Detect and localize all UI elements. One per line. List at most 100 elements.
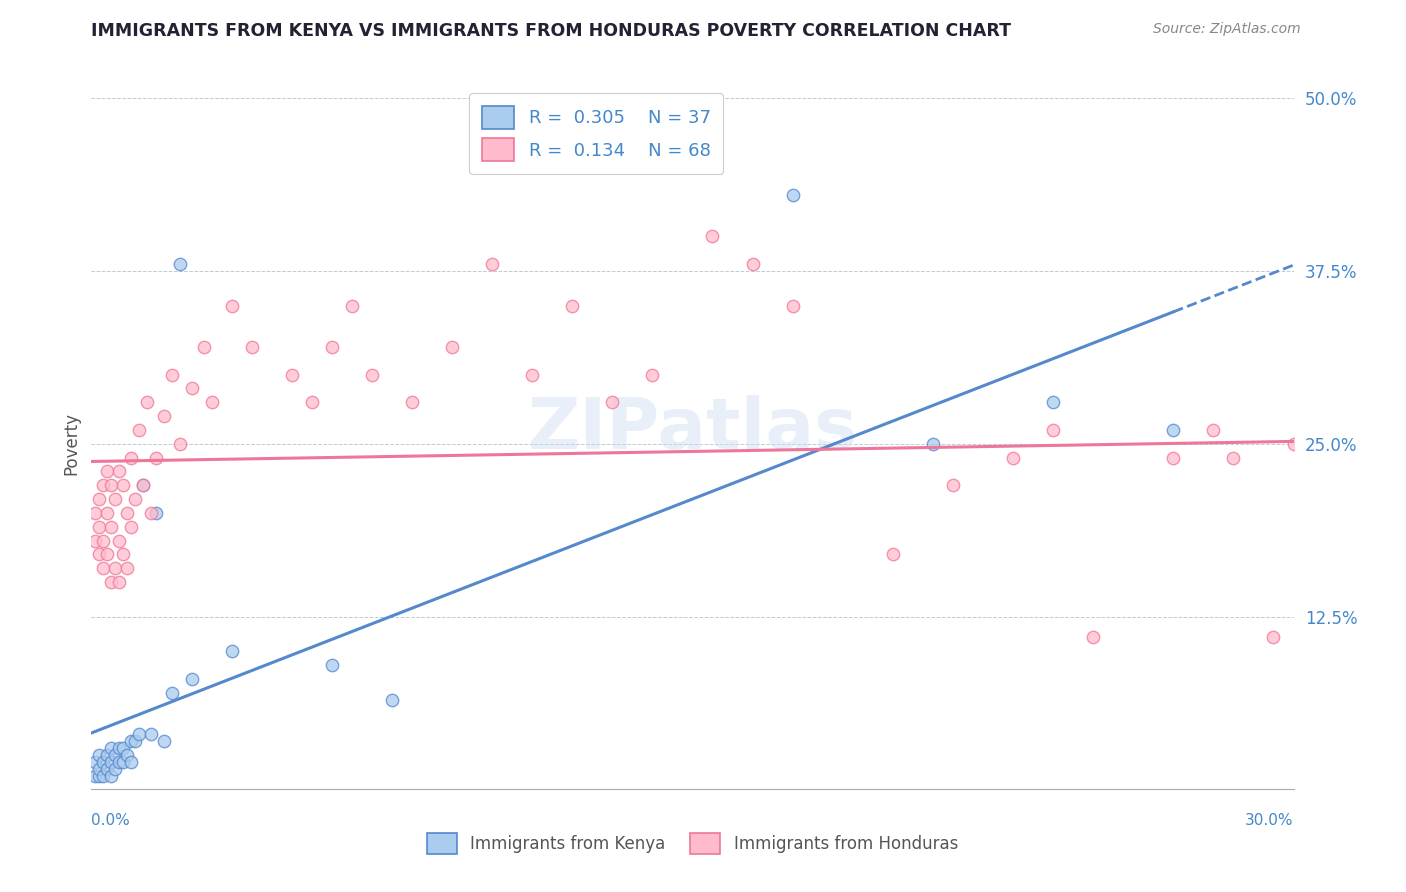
Point [108,533,131,548]
Legend: Immigrants from Kenya, Immigrants from Honduras: Immigrants from Kenya, Immigrants from H… [420,826,965,861]
Point [1083,630,1105,644]
Point [108,755,131,769]
Point [84,769,107,783]
Point [100,519,122,533]
Point [100,478,122,492]
Point [128,423,150,437]
Point [84,533,107,548]
Point [1362,437,1385,451]
Point [100,740,122,755]
Point [121,450,143,465]
Point [124,734,146,748]
Point [180,672,202,686]
Point [104,762,127,776]
Point [481,257,503,271]
Point [602,395,624,409]
Point [1042,395,1064,409]
Point [169,257,191,271]
Point [281,368,304,382]
Text: 0.0%: 0.0% [91,814,131,828]
Point [112,740,135,755]
Point [89,519,111,533]
Point [104,747,127,762]
Point [89,762,111,776]
Point [1163,450,1185,465]
Point [84,755,107,769]
Point [108,740,131,755]
Point [100,575,122,590]
Point [522,368,544,382]
Point [922,437,945,451]
Point [321,340,343,354]
Point [221,299,243,313]
Point [96,747,118,762]
Point [89,769,111,783]
Point [1202,423,1225,437]
Point [117,561,139,575]
Point [112,478,135,492]
Point [193,340,215,354]
Point [440,340,463,354]
Point [381,692,404,706]
Point [782,188,804,202]
Point [221,644,243,658]
Point [93,755,115,769]
Point [169,437,191,451]
Point [152,409,174,424]
Point [96,762,118,776]
Point [96,506,118,520]
Point [93,478,115,492]
Point [96,547,118,562]
Point [321,658,343,673]
Point [201,395,224,409]
Point [132,478,155,492]
Point [108,464,131,478]
Point [240,340,263,354]
Point [1302,644,1324,658]
Point [117,747,139,762]
Point [117,506,139,520]
Point [942,478,965,492]
Text: IMMIGRANTS FROM KENYA VS IMMIGRANTS FROM HONDURAS POVERTY CORRELATION CHART: IMMIGRANTS FROM KENYA VS IMMIGRANTS FROM… [91,22,1011,40]
Point [401,395,423,409]
Point [1343,423,1365,437]
Text: ZIPatlas: ZIPatlas [527,395,858,465]
Point [104,561,127,575]
Point [702,229,724,244]
Point [145,450,167,465]
Point [180,382,202,396]
Point [141,506,163,520]
Point [93,533,115,548]
Point [145,506,167,520]
Point [1263,630,1285,644]
Text: 30.0%: 30.0% [1246,814,1294,828]
Point [1042,423,1064,437]
Point [641,368,664,382]
Point [104,492,127,507]
Point [561,299,583,313]
Point [89,492,111,507]
Y-axis label: Poverty: Poverty [62,412,80,475]
Point [152,734,174,748]
Point [112,547,135,562]
Point [124,492,146,507]
Point [89,747,111,762]
Point [136,395,159,409]
Point [128,727,150,741]
Point [132,478,155,492]
Point [1163,423,1185,437]
Text: Source: ZipAtlas.com: Source: ZipAtlas.com [1153,22,1301,37]
Point [782,299,804,313]
Point [121,519,143,533]
Point [100,769,122,783]
Point [112,755,135,769]
Point [160,685,183,699]
Point [1001,450,1024,465]
Point [96,464,118,478]
Point [340,299,363,313]
Point [108,575,131,590]
Point [84,506,107,520]
Point [121,734,143,748]
Point [1222,450,1244,465]
Point [360,368,382,382]
